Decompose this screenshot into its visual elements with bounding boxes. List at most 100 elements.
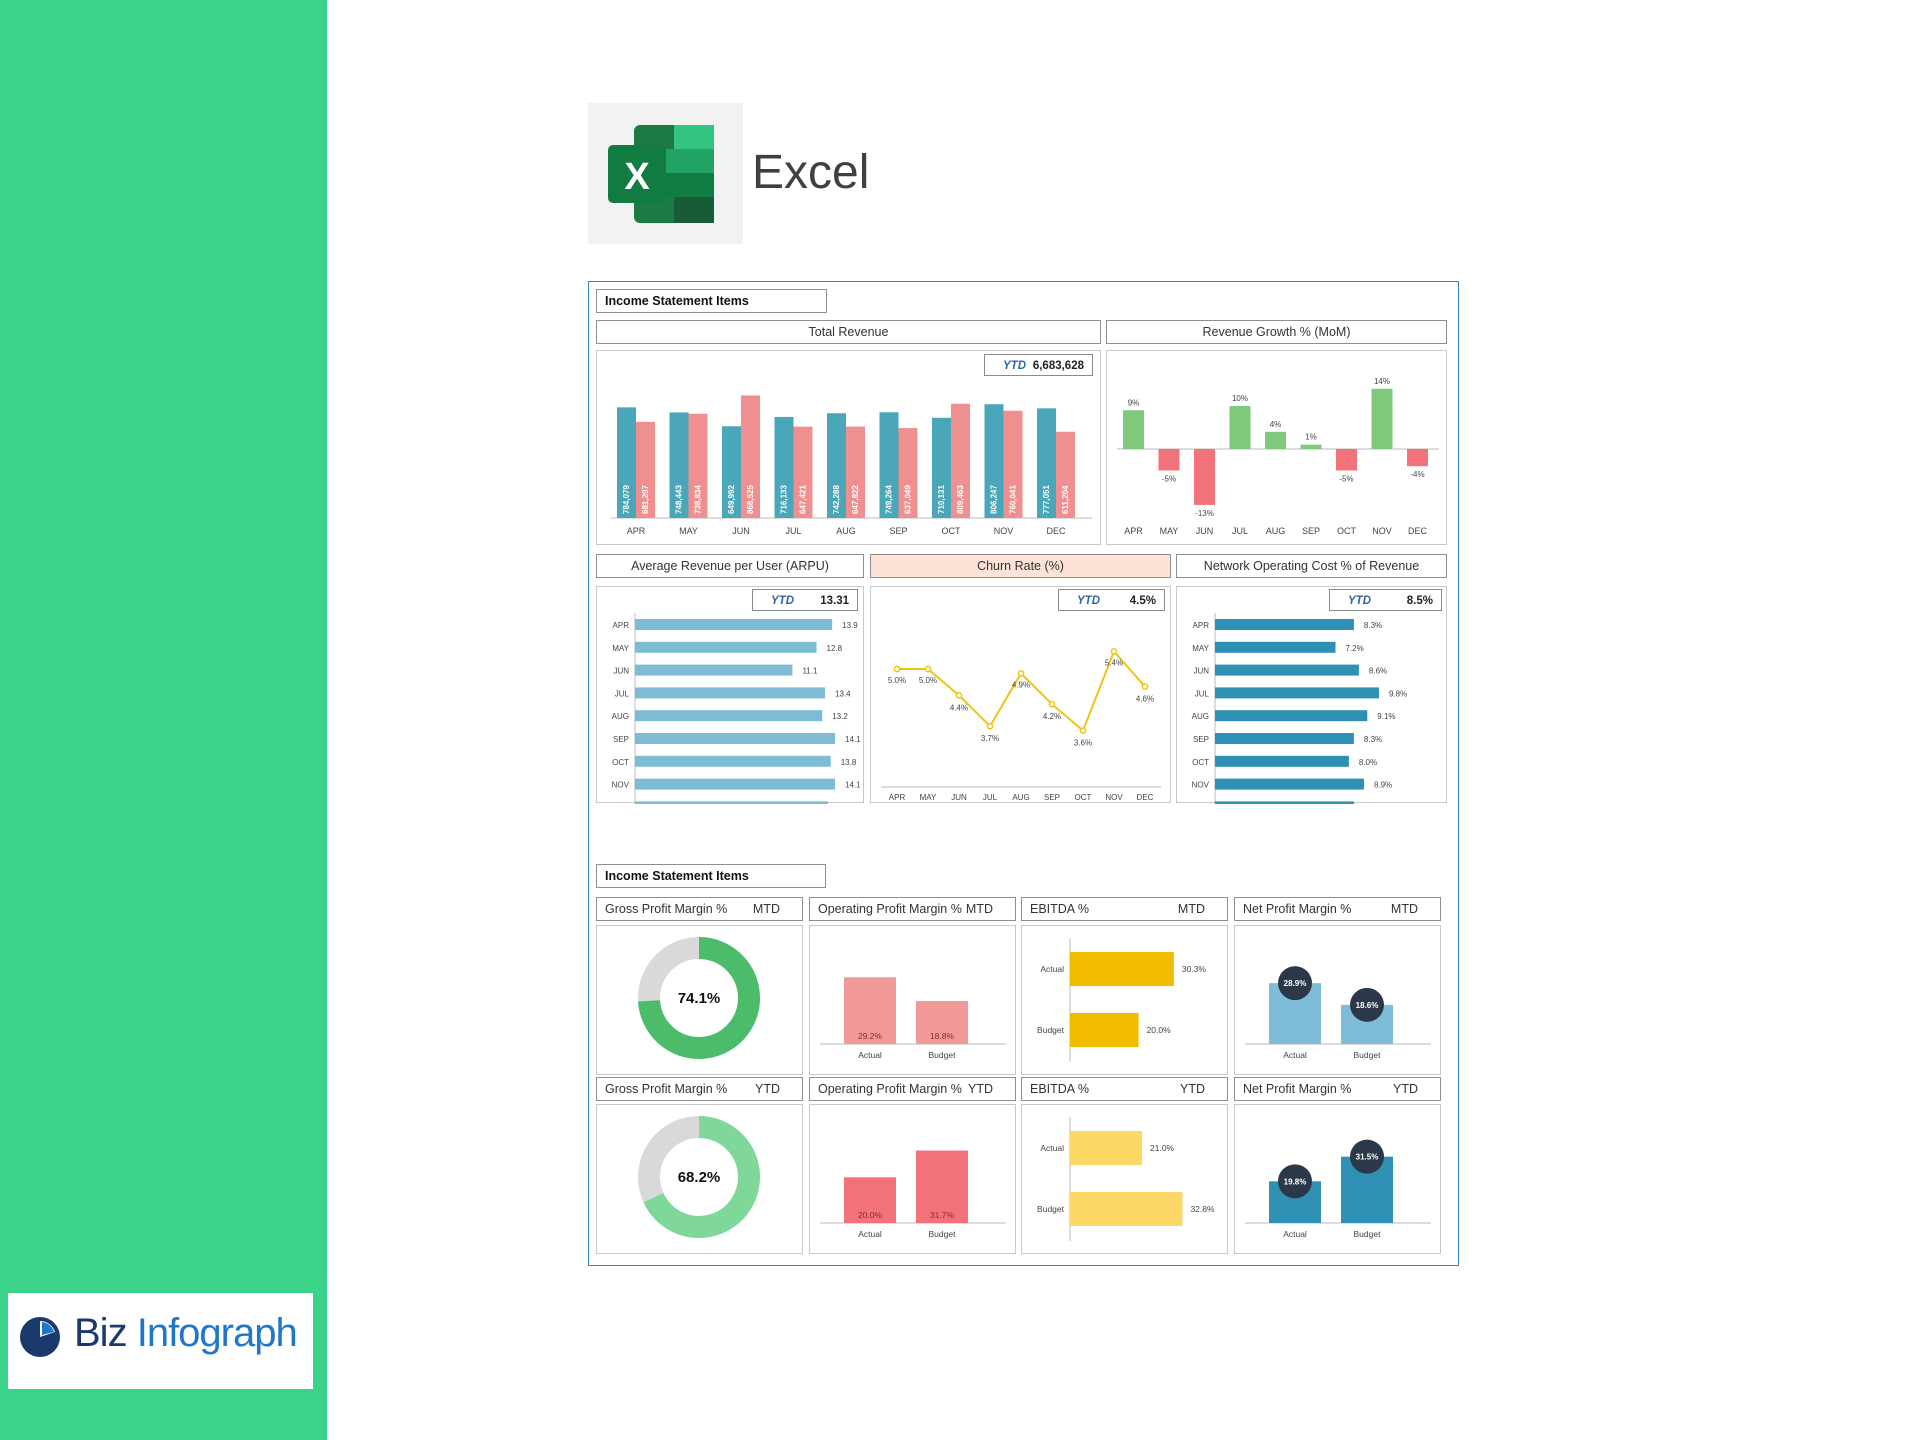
- ebitda-ytd-chart: Actual 21.0% Budget 32.8%: [1037, 1117, 1215, 1241]
- revenue-bar-label: 716,133: [780, 485, 789, 514]
- hbar: [1215, 733, 1354, 744]
- y-tick-label: SEP: [613, 735, 629, 744]
- opm-ytd-panel: 20.0% Actual 31.7% Budget: [809, 1104, 1016, 1254]
- revenue-bar-label: 637,049: [904, 485, 913, 514]
- ebitda-mtd-header: EBITDA % MTD: [1021, 897, 1228, 921]
- npm-ytd-header: Net Profit Margin % YTD: [1234, 1077, 1441, 1101]
- gpm-ytd-donut: 68.2%: [638, 1116, 760, 1238]
- ebitda-title: EBITDA %: [1030, 902, 1090, 916]
- y-tick-label: Actual: [1040, 964, 1064, 974]
- arpu-chart: APR 13.9 MAY 12.8 JUN 11.1 JUL 13.4 AUG 13.2 SEP 14…: [612, 613, 861, 804]
- hbar: [635, 641, 817, 653]
- growth-bar: [1158, 449, 1180, 471]
- x-tick-label: DEC: [1408, 526, 1428, 536]
- excel-icon: X: [608, 125, 714, 223]
- network-cost-panel: APR 8.3% MAY 7.2% JUN 8.6% JUL 9.8% AUG 9.1% SEP 8.…: [1176, 586, 1447, 804]
- revenue-bar: [741, 395, 760, 518]
- churn-panel: 5.0% APR 5.0% MAY 4.4% JUN 3.7% JUL 4.9% AUG 4.2% S…: [870, 586, 1171, 803]
- revenue-bar-label: 760,041: [1009, 485, 1018, 514]
- donut-value-arc: [638, 937, 760, 1059]
- churn-point-label: 4.9%: [1012, 680, 1030, 689]
- kpi-bar-label: 31.5%: [1356, 1153, 1379, 1162]
- period-label: YTD: [1180, 1082, 1205, 1096]
- kpi-bubble: [1278, 1164, 1312, 1199]
- churn-point: [1079, 727, 1087, 734]
- x-tick-label: NOV: [1105, 793, 1123, 802]
- revenue-bar: [1056, 431, 1075, 518]
- y-tick-label: MAY: [612, 644, 629, 653]
- hbar: [635, 755, 831, 767]
- x-tick-label: JUL: [1232, 526, 1248, 536]
- opm-ytd-header: Operating Profit Margin % YTD: [809, 1077, 1016, 1101]
- revenue-bar: [984, 404, 1004, 518]
- hbar: [1215, 801, 1354, 804]
- churn-chart: 5.0% APR 5.0% MAY 4.4% JUN 3.7% JUL 4.9% AUG 4.2% S…: [881, 648, 1161, 802]
- growth-bar-label: 10%: [1232, 394, 1248, 403]
- revenue-bar-label: 742,288: [832, 485, 841, 514]
- churn-point-label: 5.0%: [888, 676, 906, 685]
- x-tick-label: Budget: [929, 1229, 957, 1239]
- arpu-ytd: YTD 13.31: [752, 589, 858, 611]
- revenue-bar-label: 777,051: [1042, 485, 1051, 514]
- svg-text:X: X: [624, 156, 650, 198]
- growth-bar-label: 4%: [1270, 420, 1282, 429]
- revenue-bar: [688, 413, 708, 518]
- kpi-bar-label: 20.0%: [858, 1210, 883, 1220]
- arpu-title: Average Revenue per User (ARPU): [596, 554, 864, 578]
- opm-mtd-header: Operating Profit Margin % MTD: [809, 897, 1016, 921]
- x-tick-label: AUG: [1266, 526, 1286, 536]
- churn-point: [1048, 700, 1056, 708]
- period-label: MTD: [1390, 902, 1418, 916]
- y-tick-label: APR: [613, 621, 630, 630]
- x-tick-label: DEC: [1137, 793, 1154, 802]
- growth-bar: [1229, 406, 1251, 449]
- y-tick-label: JUL: [615, 689, 630, 698]
- hbar: [1215, 755, 1349, 767]
- hbar-label: 8.0%: [1359, 758, 1377, 767]
- hbar-label: 8.3%: [1364, 621, 1382, 630]
- ytd-label: YTD: [1077, 595, 1100, 607]
- kpi-hbar-label: 32.8%: [1190, 1204, 1215, 1214]
- x-tick-label: JUN: [951, 793, 967, 802]
- churn-point: [893, 665, 901, 673]
- hbar-label: 12.8: [827, 644, 843, 653]
- donut-center-value: 74.1%: [678, 990, 721, 1007]
- ytd-value: 6,683,628: [1032, 360, 1084, 372]
- hbar: [1215, 641, 1336, 653]
- period-label: YTD: [968, 1082, 993, 1096]
- hbar-label: 8.9%: [1374, 781, 1392, 790]
- ebitda-ytd-header: EBITDA % YTD: [1021, 1077, 1228, 1101]
- ebitda-mtd-chart: Actual 30.3% Budget 20.0%: [1037, 938, 1206, 1062]
- x-tick-label: OCT: [1337, 526, 1357, 536]
- ebitda-ytd-panel: Actual 21.0% Budget 32.8%: [1021, 1104, 1228, 1254]
- hbar-label: 13.8: [841, 758, 857, 767]
- revenue-growth-panel: 9% APR -5% MAY -13% JUN 10% JUL 4% AUG 1% SEP -5% OCT…: [1106, 350, 1447, 545]
- x-tick-label: AUG: [1012, 793, 1029, 802]
- growth-bar: [1123, 410, 1144, 449]
- kpi-bar: [844, 977, 896, 1044]
- x-tick-label: Budget: [1354, 1050, 1382, 1060]
- y-tick-label: DEC: [1192, 803, 1209, 804]
- kpi-bar: [916, 1150, 968, 1223]
- app-title: Excel: [752, 146, 870, 199]
- y-tick-label: SEP: [1193, 735, 1209, 744]
- revenue-bar: [827, 413, 846, 518]
- churn-point-label: 3.7%: [981, 734, 999, 743]
- hbar-label: 8.6%: [1369, 667, 1387, 676]
- hbar-label: 13.9: [842, 621, 858, 630]
- hbar-label: 13.4: [835, 689, 851, 698]
- x-tick-label: Budget: [929, 1050, 957, 1060]
- churn-point: [924, 665, 932, 673]
- revenue-bar: [669, 412, 689, 518]
- ytd-value: 4.5%: [1129, 595, 1156, 607]
- hbar-label: 11.1: [802, 667, 818, 676]
- y-tick-label: Budget: [1037, 1204, 1065, 1214]
- revenue-bar-label: 748,443: [675, 485, 684, 514]
- pie-logo-icon: [20, 1317, 60, 1357]
- y-tick-label: OCT: [612, 758, 629, 767]
- x-tick-label: NOV: [1372, 526, 1392, 536]
- hbar: [1215, 619, 1354, 630]
- growth-bar-label: -13%: [1195, 509, 1214, 518]
- revenue-bar-label: 738,834: [694, 485, 703, 514]
- x-tick-label: APR: [1124, 526, 1143, 536]
